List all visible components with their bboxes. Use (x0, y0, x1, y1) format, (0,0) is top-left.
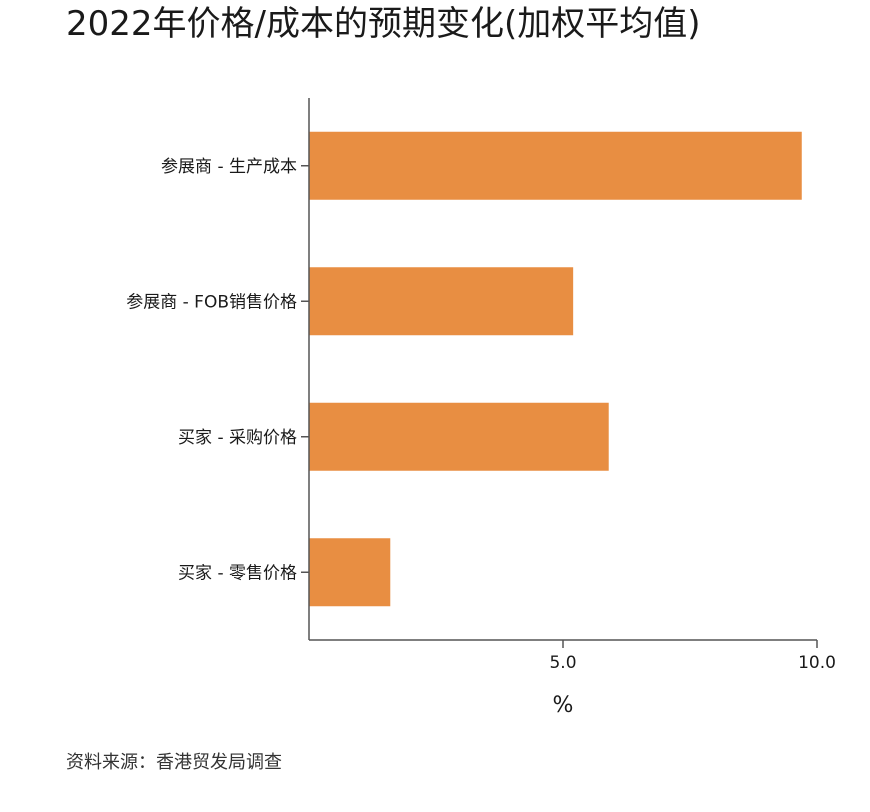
x-tick-labels: 5.0 10.0 (549, 653, 835, 673)
x-tick-label: 10.0 (798, 653, 836, 673)
x-tick-label: 5.0 (549, 653, 576, 673)
bar (309, 538, 391, 607)
source-note: 资料来源：香港贸发局调查 (66, 752, 282, 773)
bar (309, 267, 574, 336)
category-label: 参展商 - FOB销售价格 (126, 292, 297, 312)
chart-title: 2022年价格/成本的预期变化(加权平均值) (66, 4, 701, 44)
x-axis-label: % (553, 693, 574, 718)
bars (309, 131, 802, 607)
category-label: 参展商 - 生产成本 (161, 157, 297, 177)
y-axis (301, 98, 310, 640)
bar (309, 402, 609, 471)
bar (309, 131, 802, 200)
category-label: 买家 - 采购价格 (178, 428, 297, 448)
x-axis (309, 639, 818, 648)
category-label: 买家 - 零售价格 (178, 563, 297, 583)
